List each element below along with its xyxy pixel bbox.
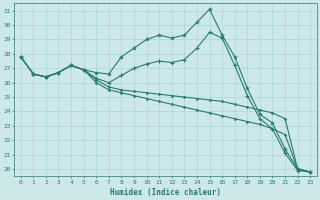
X-axis label: Humidex (Indice chaleur): Humidex (Indice chaleur) xyxy=(110,188,221,197)
